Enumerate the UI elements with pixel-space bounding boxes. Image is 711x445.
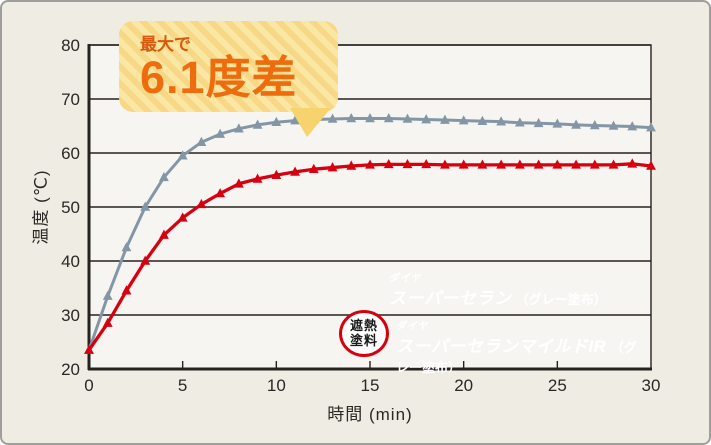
- tick-label-y-60: 60: [61, 144, 80, 163]
- legend-super-ceran: ダイヤ スーパーセラン （グレー塗布）: [376, 265, 643, 308]
- max-difference-callout: 最大で 6.1度差: [119, 21, 338, 112]
- legend1-suffix: （グレー塗布）: [515, 292, 607, 307]
- tick-label-x-5: 5: [178, 376, 187, 395]
- tick-label-x-10: 10: [267, 376, 286, 395]
- tick-label-y-80: 80: [61, 36, 80, 55]
- tick-label-y-30: 30: [61, 306, 80, 325]
- legend-super-ceran-mild-ir: ダイヤ スーパーセランマイルドIR （グレー塗布）: [354, 313, 643, 375]
- legend1-name: スーパーセラン: [389, 289, 512, 308]
- tick-label-x-15: 15: [361, 376, 380, 395]
- legend2-brand: ダイヤ: [396, 321, 429, 332]
- callout-tail-pointer: [290, 108, 331, 137]
- tick-label-y-70: 70: [61, 90, 80, 109]
- legend2-suffix: （グレー塗布）: [396, 340, 637, 375]
- heat-shield-paint-badge: 遮熱 塗料: [339, 310, 389, 357]
- callout-value-text: 6.1度差: [140, 52, 298, 103]
- legend1-brand: ダイヤ: [389, 273, 422, 284]
- tick-label-x-0: 0: [84, 376, 93, 395]
- tick-label-y-40: 40: [61, 252, 80, 271]
- badge-line2: 塗料: [349, 332, 378, 348]
- tick-label-y-50: 50: [61, 198, 80, 217]
- y-axis-label: 温度 (℃): [31, 169, 51, 245]
- tick-label-y-20: 20: [61, 360, 80, 379]
- tick-label-x-20: 20: [454, 376, 473, 395]
- callout-prefix-text: 最大で: [140, 35, 191, 54]
- tick-label-x-30: 30: [642, 376, 661, 395]
- legend2-name: スーパーセランマイルドIR: [396, 337, 607, 356]
- x-axis-label: 時間 (min): [327, 405, 413, 424]
- badge-line1: 遮熱: [349, 317, 378, 333]
- tick-label-x-25: 25: [548, 376, 567, 395]
